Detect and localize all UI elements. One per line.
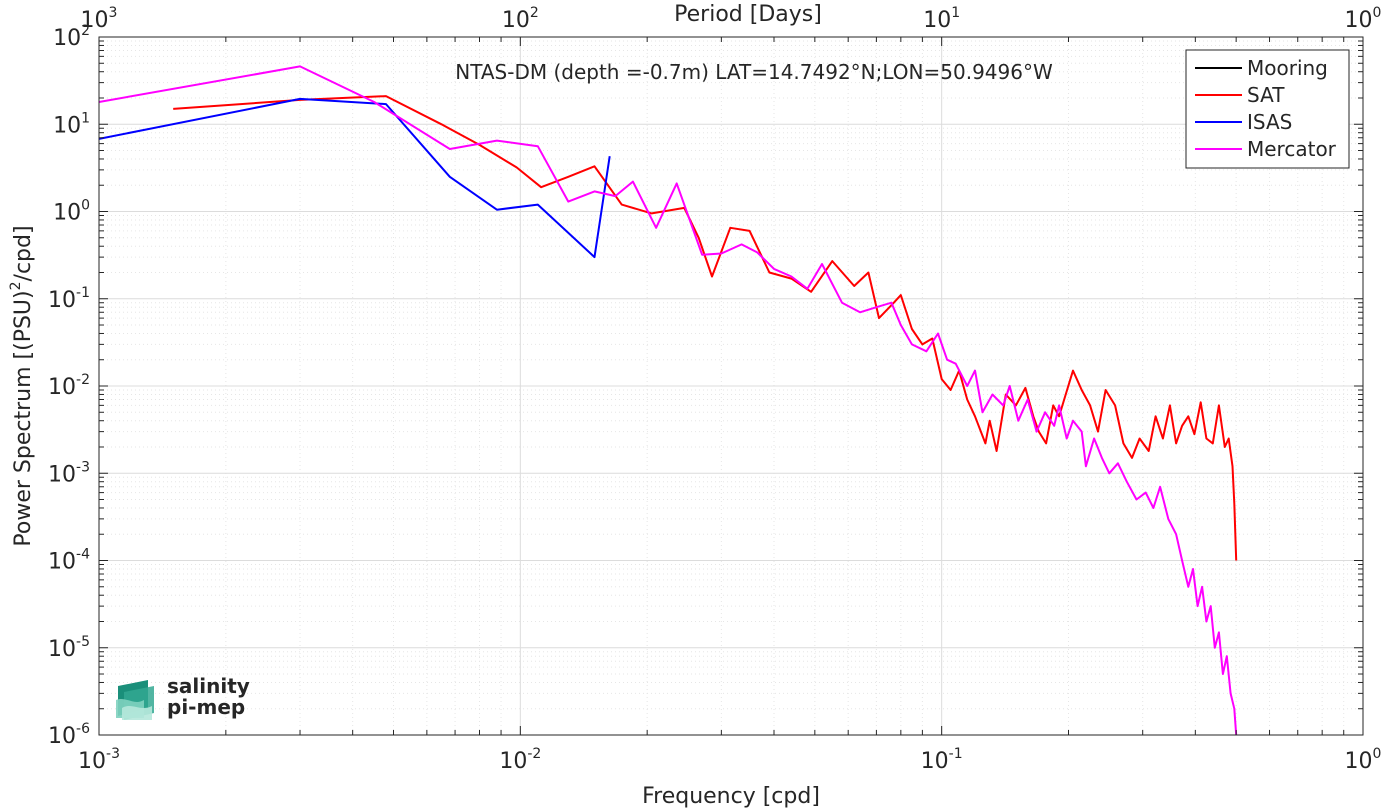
logo-text-pimep: pi-mep bbox=[167, 695, 245, 719]
y-tick-label: 10-1 bbox=[48, 285, 90, 313]
legend-label-isas: ISAS bbox=[1247, 110, 1292, 134]
legend-label-sat: SAT bbox=[1247, 83, 1285, 107]
x2-axis-label: Period [Days] bbox=[674, 2, 822, 27]
y-axis-label-unit: /cpd] bbox=[11, 225, 36, 281]
y-tick-label: 10-5 bbox=[48, 634, 90, 662]
logo-graphic bbox=[116, 680, 154, 720]
legend-label-mooring: Mooring bbox=[1247, 56, 1328, 80]
legend-label-mercator: Mercator bbox=[1247, 137, 1337, 161]
x2-tick-label: 101 bbox=[923, 5, 960, 33]
salinity-pimep-logo: salinity pi-mep bbox=[116, 674, 250, 720]
x-tick-label: 10-3 bbox=[78, 746, 120, 774]
tick-marks bbox=[98, 36, 1364, 736]
series-layer bbox=[98, 65, 1238, 736]
series-line-isas bbox=[98, 97, 611, 259]
y-tick-label: 101 bbox=[53, 110, 90, 138]
series-line-mercator bbox=[98, 65, 1238, 736]
series-line-sat bbox=[173, 95, 1238, 561]
x2-tick-label: 100 bbox=[1345, 5, 1382, 33]
y-axis-label-exponent: 2 bbox=[8, 281, 24, 290]
x-axis-label: Frequency [cpd] bbox=[642, 784, 820, 809]
y-tick-label: 10-4 bbox=[48, 547, 90, 575]
y-tick-label: 10-3 bbox=[48, 459, 90, 487]
chart-title: NTAS-DM (depth =-0.7m) LAT=14.7492°N;LON… bbox=[455, 60, 1053, 84]
x-tick-label: 10-1 bbox=[921, 746, 963, 774]
y-tick-label: 102 bbox=[53, 23, 90, 51]
y-tick-label: 10-6 bbox=[48, 721, 90, 749]
x2-tick-label: 102 bbox=[502, 5, 539, 33]
x2-tick-label: 103 bbox=[81, 5, 118, 33]
minor-grid bbox=[99, 37, 1363, 735]
logo-text-salinity: salinity bbox=[167, 674, 250, 698]
y-tick-label: 100 bbox=[53, 198, 90, 226]
y-tick-label: 10-2 bbox=[48, 372, 90, 400]
x-tick-label: 10-2 bbox=[499, 746, 541, 774]
y-axis-label-main: Power Spectrum [(PSU) bbox=[11, 290, 36, 546]
y-axis-label: Power Spectrum [(PSU)2/cpd] bbox=[8, 225, 36, 546]
x-tick-label: 100 bbox=[1345, 746, 1382, 774]
legend: Mooring SAT ISAS Mercator bbox=[1185, 49, 1350, 169]
